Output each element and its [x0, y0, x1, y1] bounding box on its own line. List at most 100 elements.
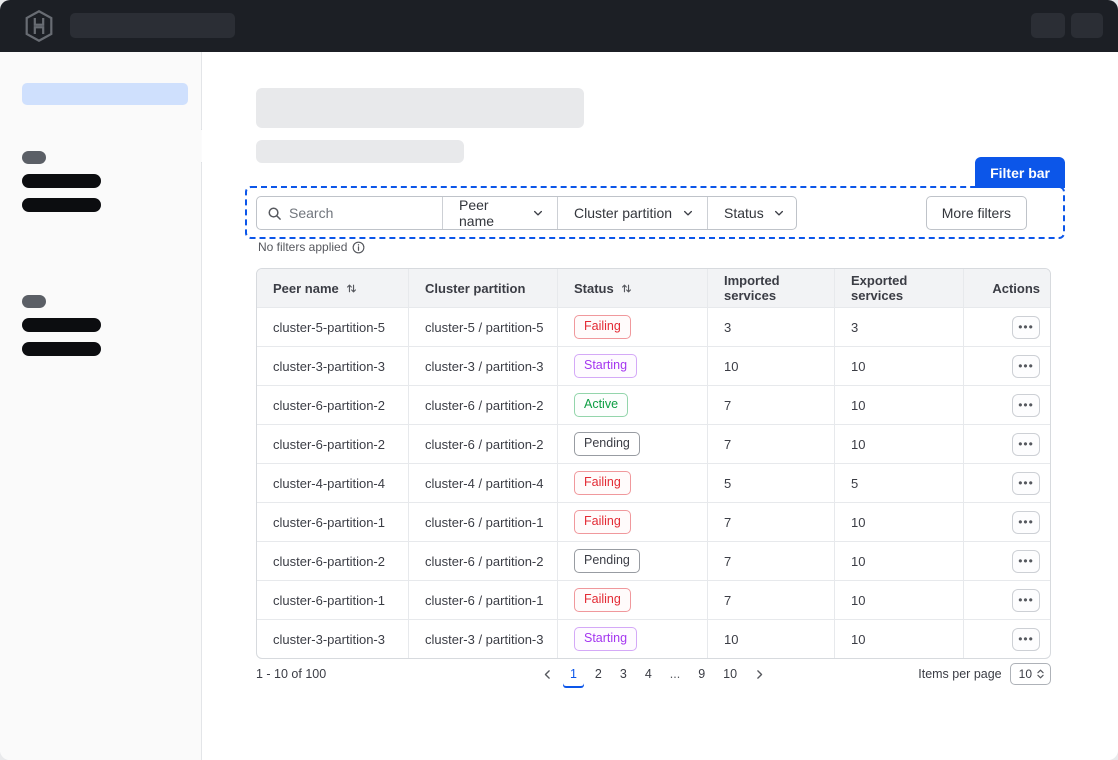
- main-content: Filter bar Peer name: [202, 52, 1118, 760]
- sort-icon[interactable]: [620, 282, 633, 295]
- ellipsis-icon: •••: [1018, 476, 1034, 490]
- stepper-icon: [1036, 668, 1045, 680]
- page-button[interactable]: 3: [619, 666, 627, 681]
- sort-icon[interactable]: [345, 282, 358, 295]
- page-button[interactable]: 2: [594, 666, 602, 681]
- pagination-prev-button[interactable]: [537, 663, 559, 685]
- table-row: cluster-6-partition-1 cluster-6 / partit…: [257, 580, 1050, 619]
- cell-peer-name: cluster-6-partition-2: [273, 436, 385, 452]
- status-badge: Failing: [574, 315, 631, 339]
- page-button[interactable]: 10: [723, 666, 738, 681]
- status-badge: Failing: [574, 510, 631, 534]
- cell-peer-name: cluster-6-partition-1: [273, 514, 385, 530]
- column-label: Status: [574, 280, 614, 296]
- column-header-imported-services: Imported services: [707, 269, 834, 307]
- cell-exported: 10: [834, 542, 963, 580]
- cell-exported: 10: [834, 620, 963, 658]
- page-button[interactable]: 9: [698, 666, 706, 681]
- page-button[interactable]: 4: [644, 666, 652, 681]
- cluster-partition-dropdown[interactable]: Cluster partition: [557, 197, 707, 229]
- sidebar-item-skeleton-1[interactable]: [22, 174, 101, 188]
- search-icon: [267, 206, 282, 221]
- top-nav: [0, 0, 1118, 52]
- ellipsis-icon: •••: [1018, 593, 1034, 607]
- row-actions-button[interactable]: •••: [1012, 315, 1040, 339]
- row-actions-button[interactable]: •••: [1012, 627, 1040, 651]
- nav-button-skeleton-1[interactable]: [1031, 13, 1065, 38]
- table-row: cluster-3-partition-3 cluster-3 / partit…: [257, 619, 1050, 658]
- filter-controls-group: Peer name Cluster partition Status: [256, 196, 797, 230]
- cell-exported: 3: [834, 308, 963, 346]
- row-actions-button[interactable]: •••: [1012, 588, 1040, 612]
- status-badge: Pending: [574, 549, 640, 573]
- sidebar-item-skeleton-4[interactable]: [22, 342, 101, 356]
- search-input[interactable]: [289, 205, 432, 221]
- cell-cluster-partition: cluster-5 / partition-5: [408, 308, 557, 346]
- row-actions-button[interactable]: •••: [1012, 432, 1040, 456]
- hashicorp-logo-icon[interactable]: [24, 9, 54, 43]
- chevron-down-icon: [773, 207, 785, 219]
- status-badge: Failing: [574, 588, 631, 612]
- cell-exported: 10: [834, 581, 963, 619]
- pager: 1 2 3 4... 9 10: [256, 663, 1051, 686]
- table-row: cluster-6-partition-2 cluster-6 / partit…: [257, 541, 1050, 580]
- cell-cluster-partition: cluster-6 / partition-1: [408, 503, 557, 541]
- more-filters-button[interactable]: More filters: [925, 196, 1027, 230]
- page-button[interactable]: 1: [563, 663, 584, 686]
- cell-imported: 10: [707, 347, 834, 385]
- ellipsis-icon: •••: [1018, 398, 1034, 412]
- cluster-partition-dropdown-label: Cluster partition: [574, 205, 673, 221]
- cell-imported: 10: [707, 620, 834, 658]
- cell-cluster-partition: cluster-6 / partition-2: [408, 425, 557, 463]
- nav-button-skeleton-2[interactable]: [1071, 13, 1103, 38]
- sidebar-item-skeleton-3[interactable]: [22, 318, 101, 332]
- cell-cluster-partition: cluster-6 / partition-1: [408, 581, 557, 619]
- row-actions-button[interactable]: •••: [1012, 549, 1040, 573]
- sidebar-item-skeleton-2[interactable]: [22, 198, 101, 212]
- peer-name-dropdown[interactable]: Peer name: [442, 197, 557, 229]
- table-header-row: Peer name Cluster partition Status: [257, 269, 1050, 307]
- cell-cluster-partition: cluster-6 / partition-2: [408, 542, 557, 580]
- sidebar: [0, 52, 202, 760]
- cell-exported: 10: [834, 425, 963, 463]
- column-header-actions: Actions: [963, 269, 1050, 307]
- no-filters-text: No filters applied: [258, 240, 348, 254]
- ellipsis-icon: •••: [1018, 554, 1034, 568]
- column-label: Imported services: [724, 273, 780, 303]
- sidebar-section-label-skeleton-1: [22, 151, 46, 164]
- cell-imported: 7: [707, 386, 834, 424]
- ellipsis-icon: •••: [1018, 515, 1034, 529]
- cell-peer-name: cluster-6-partition-1: [273, 592, 385, 608]
- items-per-page-select[interactable]: 10: [1009, 663, 1051, 685]
- column-label: Exported services: [851, 273, 908, 303]
- row-actions-button[interactable]: •••: [1012, 393, 1040, 417]
- nav-search-skeleton[interactable]: [70, 13, 235, 38]
- row-actions-button[interactable]: •••: [1012, 471, 1040, 495]
- ellipsis-icon: •••: [1018, 320, 1034, 334]
- table-row: cluster-5-partition-5 cluster-5 / partit…: [257, 307, 1050, 346]
- cell-imported: 7: [707, 425, 834, 463]
- table-body: cluster-5-partition-5 cluster-5 / partit…: [257, 307, 1050, 658]
- table-row: cluster-4-partition-4 cluster-4 / partit…: [257, 463, 1050, 502]
- cell-peer-name: cluster-6-partition-2: [273, 397, 385, 413]
- search-field[interactable]: [257, 197, 442, 229]
- pagination-next-button[interactable]: [748, 663, 770, 685]
- column-header-peer-name[interactable]: Peer name: [257, 269, 408, 307]
- no-filters-status: No filters applied: [258, 240, 365, 254]
- page-subtitle-skeleton: [256, 140, 464, 163]
- cell-cluster-partition: cluster-3 / partition-3: [408, 620, 557, 658]
- status-dropdown[interactable]: Status: [707, 197, 796, 229]
- column-header-status[interactable]: Status: [557, 269, 707, 307]
- page-title-skeleton: [256, 88, 584, 128]
- status-dropdown-label: Status: [724, 205, 764, 221]
- chevron-down-icon: [532, 207, 544, 219]
- sidebar-active-item-skeleton[interactable]: [22, 83, 188, 105]
- filter-bar: Filter bar Peer name: [245, 157, 1065, 239]
- row-actions-button[interactable]: •••: [1012, 510, 1040, 534]
- row-actions-button[interactable]: •••: [1012, 354, 1040, 378]
- info-icon[interactable]: [352, 241, 365, 254]
- cell-imported: 7: [707, 542, 834, 580]
- column-header-cluster-partition: Cluster partition: [408, 269, 557, 307]
- filter-bar-annotation-tab: Filter bar: [975, 157, 1065, 188]
- cell-peer-name: cluster-6-partition-2: [273, 553, 385, 569]
